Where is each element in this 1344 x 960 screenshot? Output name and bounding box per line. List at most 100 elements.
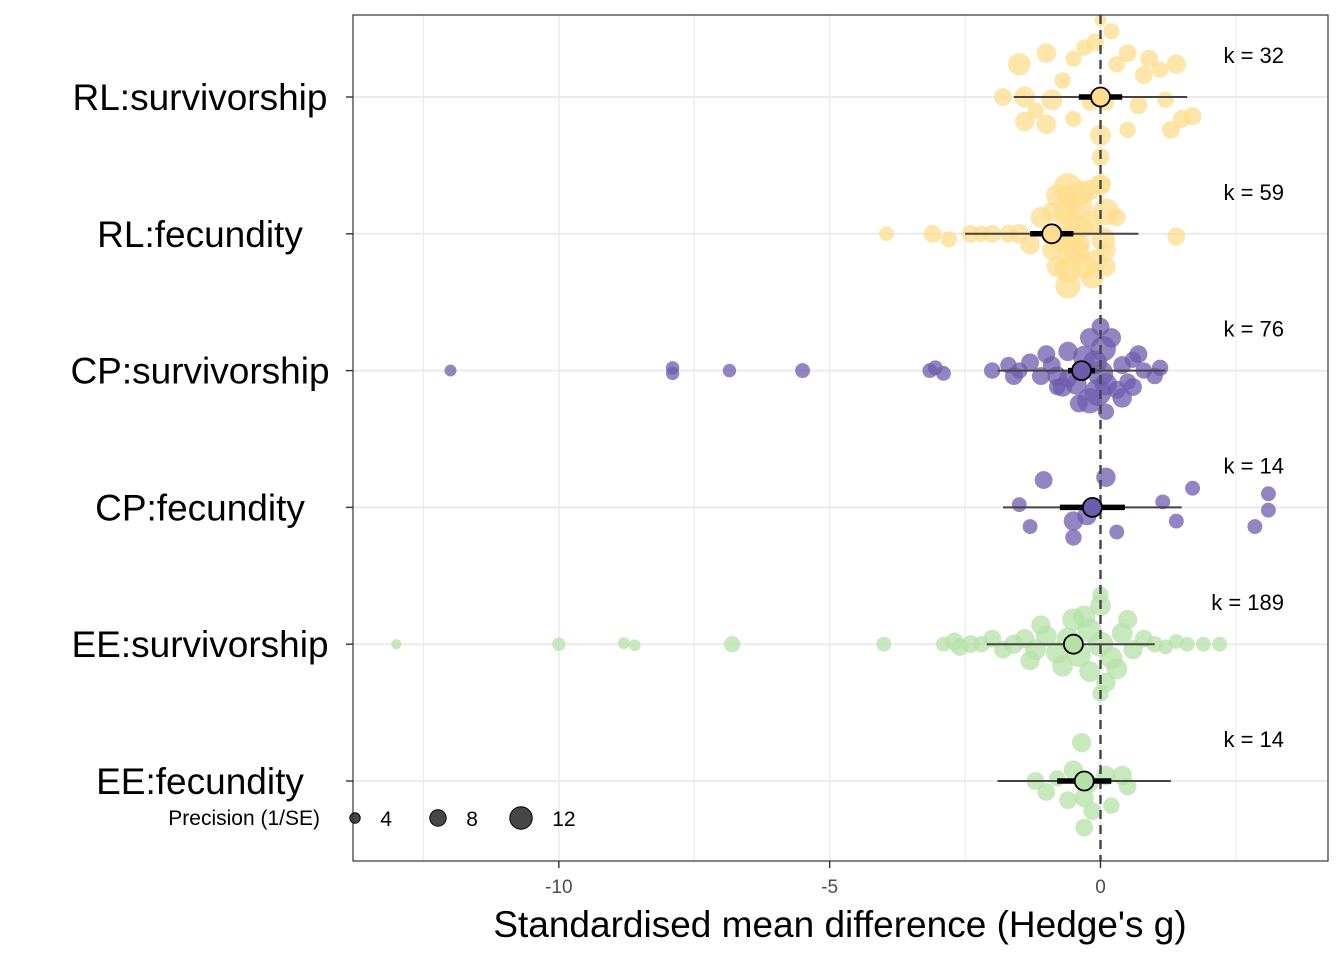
effect-size-point xyxy=(1157,91,1174,108)
effect-size-point xyxy=(795,363,811,379)
x-tick-label: -10 xyxy=(545,877,572,898)
effect-size-point xyxy=(1166,54,1187,74)
effect-size-point xyxy=(1037,782,1056,801)
effect-size-point xyxy=(1048,378,1066,396)
effect-size-point xyxy=(1155,494,1171,510)
mean-estimate xyxy=(1063,633,1084,655)
effect-size-point xyxy=(1092,586,1109,604)
effect-size-point xyxy=(665,366,680,381)
k-labels: k = 32 k = 59 k = 76 k = 14 k = 189 k = 14 xyxy=(1211,43,1284,752)
effect-size-point xyxy=(628,639,641,652)
effect-size-point xyxy=(1052,655,1074,677)
effect-size-point xyxy=(1020,650,1040,671)
effect-size-point xyxy=(1172,109,1191,128)
effect-size-point xyxy=(1106,658,1128,680)
effect-size-point xyxy=(1034,471,1053,489)
effect-size-point xyxy=(1097,403,1115,420)
effect-size-point xyxy=(1134,66,1153,85)
effect-size-point xyxy=(1168,513,1184,529)
effect-size-point xyxy=(1042,202,1062,222)
legend-key-label: 12 xyxy=(552,808,575,831)
effect-size-point xyxy=(1036,114,1057,135)
effect-size-point xyxy=(1091,227,1116,252)
effect-size-point xyxy=(1031,615,1051,635)
effect-size-point xyxy=(391,639,402,650)
effect-size-point xyxy=(1074,787,1094,808)
effect-size-point xyxy=(1151,61,1169,78)
plot-panel-border xyxy=(352,14,1329,862)
effect-size-point xyxy=(1041,89,1063,111)
effect-size-point xyxy=(1079,661,1101,683)
effect-size-point xyxy=(1247,519,1263,535)
x-tick-label: 0 xyxy=(1095,877,1106,898)
effect-size-point xyxy=(1063,511,1084,531)
effect-size-point xyxy=(1124,378,1142,396)
effect-size-point xyxy=(1179,636,1195,652)
effect-size-point xyxy=(1065,50,1082,67)
effect-size-point xyxy=(1096,256,1116,277)
effect-size-point xyxy=(994,88,1012,106)
effect-size-point xyxy=(1103,23,1120,40)
effect-size-point xyxy=(1083,802,1102,821)
effect-size-point xyxy=(923,224,942,243)
effect-size-point xyxy=(1020,235,1040,255)
effect-size-point xyxy=(1260,486,1276,502)
effect-size-point xyxy=(1185,480,1201,496)
effect-size-point xyxy=(1069,394,1088,413)
effect-size-point xyxy=(1014,111,1035,132)
effect-size-point xyxy=(552,637,566,651)
effect-size-point xyxy=(1054,72,1071,89)
k-label: k = 14 xyxy=(1223,727,1284,752)
effect-size-point xyxy=(1092,198,1120,226)
effect-size-point xyxy=(1118,44,1137,63)
effect-size-point xyxy=(1067,233,1091,256)
effect-size-point xyxy=(1065,529,1082,546)
mean-estimate xyxy=(1041,223,1063,245)
k-label: k = 189 xyxy=(1211,590,1284,615)
effect-size-point xyxy=(1071,732,1092,753)
effect-size-point xyxy=(1260,502,1276,518)
effect-size-point xyxy=(1151,359,1169,377)
effect-size-point xyxy=(1065,110,1082,128)
effect-size-point xyxy=(1045,184,1069,207)
effect-size-point xyxy=(1075,818,1094,837)
mean-estimate xyxy=(1071,360,1092,382)
k-label: k = 32 xyxy=(1223,43,1284,68)
x-axis-ticks: -10 -5 0 xyxy=(545,861,1106,898)
legend-size-key xyxy=(509,806,533,830)
grid xyxy=(353,15,1328,861)
legend-key-label: 4 xyxy=(380,808,392,831)
legend-size-key xyxy=(349,812,361,824)
effect-size-point xyxy=(444,364,457,377)
category-label: RL:survivorship xyxy=(73,77,328,118)
category-label: EE:survivorship xyxy=(71,624,328,665)
effect-size-point xyxy=(1011,497,1027,513)
legend-key-label: 8 xyxy=(466,808,478,831)
mean-estimate xyxy=(1073,770,1095,792)
effect-size-point xyxy=(1167,227,1186,246)
x-tick-label: -5 xyxy=(821,877,838,898)
effect-size-point xyxy=(1062,608,1085,631)
x-axis-title: Standardised mean difference (Hedge's g) xyxy=(493,904,1186,945)
k-label: k = 59 xyxy=(1223,180,1284,205)
effect-size-point xyxy=(1161,120,1180,139)
category-label: EE:fecundity xyxy=(96,761,304,802)
effect-size-point xyxy=(1021,353,1040,372)
effect-size-point xyxy=(1076,39,1093,56)
effect-size-point xyxy=(1108,55,1125,73)
effect-size-point xyxy=(1195,636,1211,652)
effect-size-point xyxy=(1117,609,1138,630)
effect-size-point xyxy=(1036,43,1057,63)
precision-legend: Precision (1/SE) 4 8 12 xyxy=(168,806,576,831)
effect-size-point xyxy=(1212,636,1228,652)
effect-size-point xyxy=(1119,121,1136,139)
legend-size-key xyxy=(429,809,447,827)
mean-estimate xyxy=(1081,496,1103,518)
estimates xyxy=(965,86,1188,792)
mean-estimate xyxy=(1090,86,1111,108)
y-axis-labels: RL:survivorship RL:fecundity CP:survivorsh… xyxy=(70,77,353,802)
legend-title: Precision (1/SE) xyxy=(168,807,320,830)
category-label: CP:survivorship xyxy=(70,351,329,392)
effect-size-point xyxy=(879,226,894,242)
